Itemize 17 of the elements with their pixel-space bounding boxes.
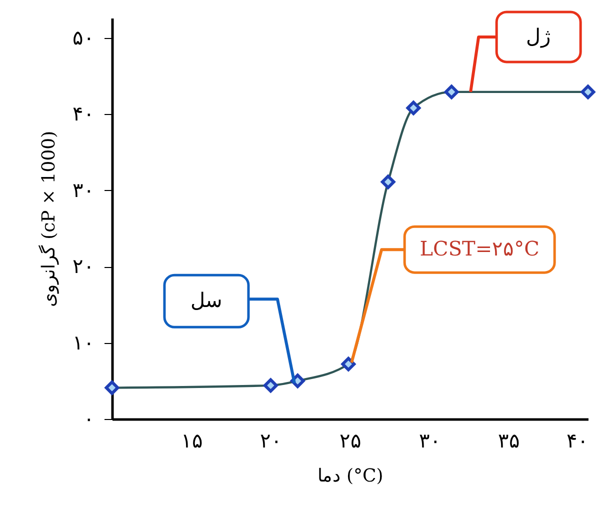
annotation: سل [190,288,222,312]
x-tick-label: ۲۵ [340,428,362,452]
annotation: LCST=۲۵°C [420,236,540,261]
x-tick-label: ۳۵ [498,428,520,452]
x-tick-label: ۴۰ [566,428,588,452]
y-tick-label: ۲۰ [72,254,94,278]
annotation: ژل [526,24,552,48]
y-tick-label: ۳۰ [72,178,94,202]
x-tick-label: ۱۵ [180,428,203,452]
x-tick-label: ۳۰ [418,428,441,452]
y-tick-label: ۱۰ [72,330,94,354]
x-axis-title: دما (°C) [318,466,384,486]
x-tick-label: ۲۰ [260,428,282,452]
y-axis-title: گرانروی (cP × 1000) [38,130,60,308]
y-tick-label: ۰ [84,406,94,430]
y-tick-label: ۵۰ [72,25,94,50]
y-tick-label: ۴۰ [72,102,94,126]
